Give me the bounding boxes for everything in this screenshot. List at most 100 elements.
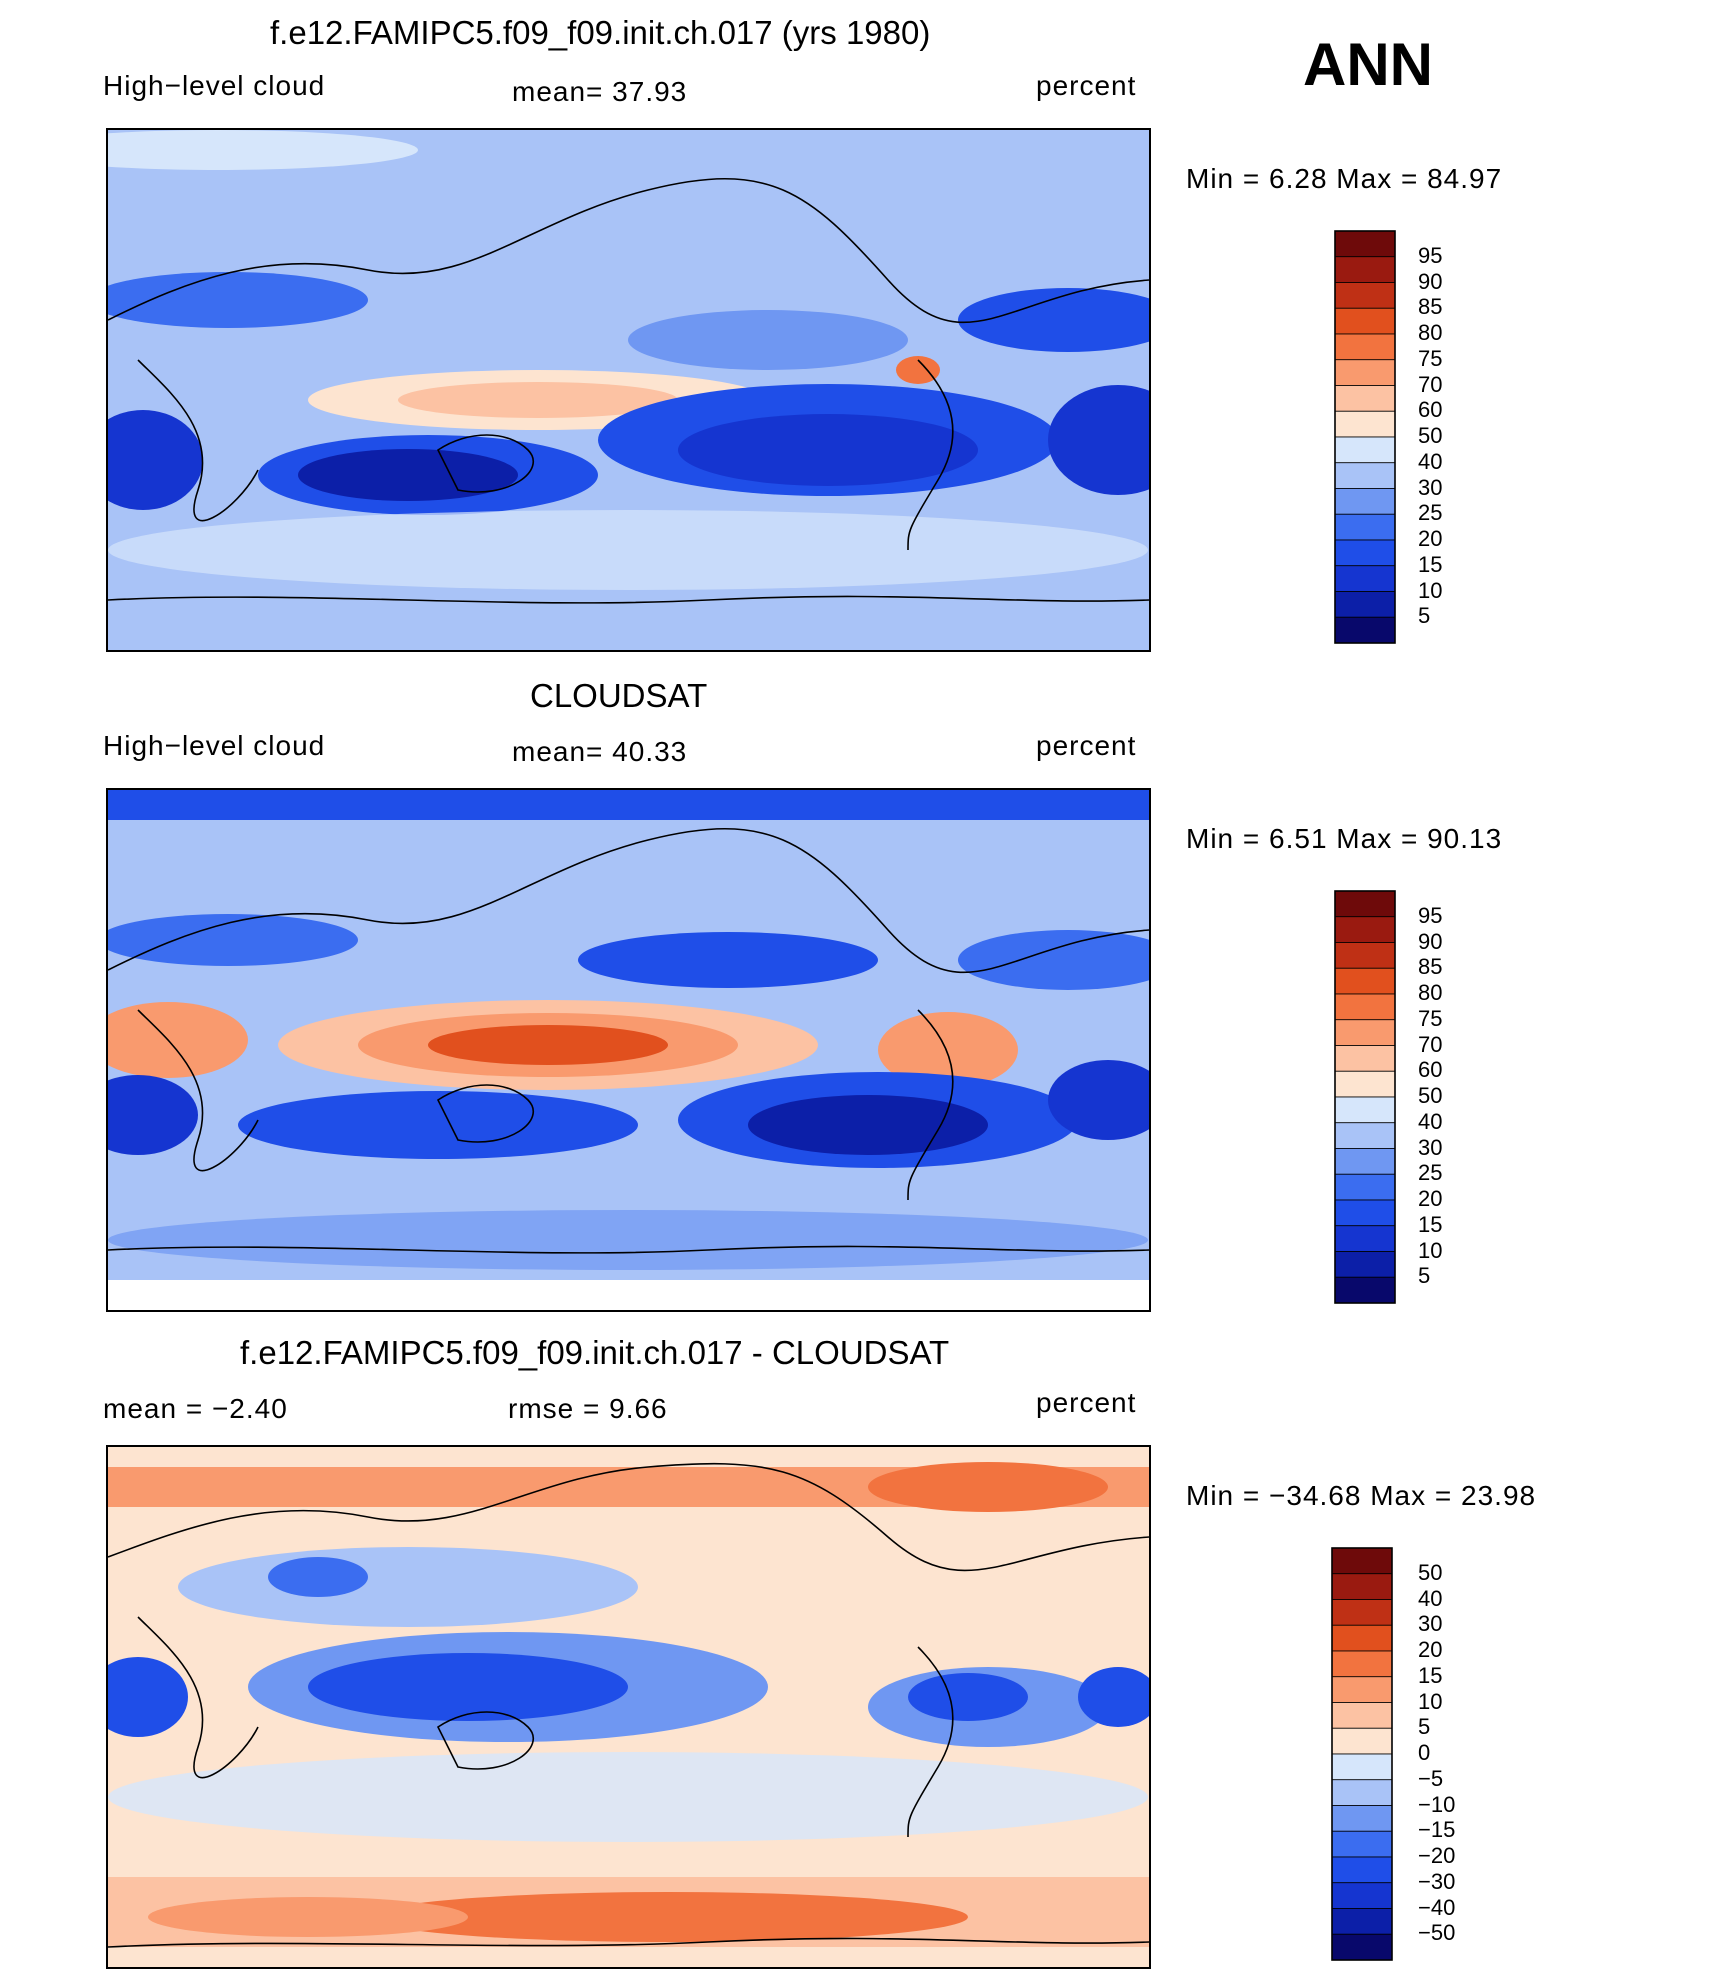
colorbar-swatch [1334, 1070, 1396, 1098]
colorbar-swatch [1334, 1019, 1396, 1046]
contour-blob [108, 1075, 198, 1155]
colorbar-tick-label: 85 [1418, 294, 1443, 320]
panel-2-map-svg [108, 790, 1149, 1310]
panel-3-title: f.e12.FAMIPC5.f09_f09.init.ch.017 - CLOU… [240, 1334, 950, 1371]
contour-blob [178, 1547, 638, 1627]
coastline [436, 1711, 535, 1770]
colorbar-tick-label: −10 [1418, 1791, 1456, 1817]
colorbar-tick-label: 75 [1418, 345, 1443, 371]
contour-blob [148, 1897, 468, 1937]
contour-blob [238, 1091, 638, 1159]
colorbar-swatch [1334, 942, 1396, 969]
colorbar-swatch [1334, 462, 1396, 489]
panel-1-mean-label: mean= 37.93 [512, 76, 688, 107]
colorbar-swatch [1334, 1276, 1396, 1304]
colorbar-swatch [1334, 1122, 1396, 1149]
contour-blob [108, 510, 1148, 590]
coastline [907, 1009, 954, 1201]
panel-3-mean-label: mean = −2.40 [103, 1393, 288, 1424]
panel-1-units-label: percent [1036, 70, 1137, 101]
contour-blob [108, 1210, 1148, 1270]
coastline [436, 1084, 535, 1143]
colorbar-swatch [1334, 1199, 1396, 1227]
colorbar-tick-label: 60 [1418, 1057, 1443, 1083]
colorbar-tick-label: −30 [1418, 1868, 1456, 1894]
contour-blob [868, 1462, 1108, 1512]
colorbar-tick-label: 95 [1418, 902, 1443, 928]
colorbar-swatch [1334, 993, 1396, 1021]
colorbar-swatch [1331, 1547, 1393, 1575]
contour-blob [268, 1557, 368, 1597]
contour-blob [108, 130, 418, 170]
colorbar-swatch [1331, 1753, 1393, 1781]
panel-3-colorbar-svg [1331, 1547, 1393, 1961]
colorbar-swatch [1331, 1702, 1393, 1729]
contour-blob [678, 414, 978, 486]
colorbar-tick-label: 20 [1418, 1637, 1443, 1662]
colorbar-swatch [1334, 333, 1396, 361]
colorbar-swatch [1334, 1045, 1396, 1072]
panel-1-title: f.e12.FAMIPC5.f09_f09.init.ch.017 (yrs 1… [270, 14, 931, 51]
panel-3-map [106, 1445, 1151, 1969]
coastline [137, 1009, 259, 1172]
colorbar-tick-label: 5 [1418, 1263, 1431, 1289]
colorbar-tick-label: 40 [1418, 1585, 1443, 1611]
contour-blob [878, 1012, 1018, 1088]
colorbar-tick-label: 85 [1418, 954, 1443, 980]
coastline [108, 595, 1149, 604]
colorbar-tick-label: 15 [1418, 1211, 1443, 1237]
panel-2-map [106, 788, 1151, 1312]
colorbar-swatch [1334, 513, 1396, 541]
colorbar-swatch [1334, 967, 1396, 995]
colorbar-swatch [1334, 916, 1396, 943]
colorbar-tick-label: 30 [1418, 1134, 1443, 1160]
colorbar-tick-label: 50 [1418, 423, 1443, 448]
contour-blob [748, 1095, 988, 1155]
coastline [108, 178, 1149, 324]
colorbar-tick-label: 90 [1418, 268, 1443, 294]
colorbar-tick-label: 20 [1418, 526, 1443, 551]
colorbar-frame [1334, 890, 1396, 1304]
contour-blob [308, 1653, 628, 1721]
colorbar-swatch [1334, 385, 1396, 412]
coastline [108, 828, 1149, 974]
panel-3-units-label: percent [1036, 1387, 1137, 1418]
colorbar-tick-label: 15 [1418, 1662, 1443, 1688]
colorbar-swatch [1334, 539, 1396, 567]
colorbar-tick-label: 25 [1418, 1160, 1443, 1186]
panel-2-colorbar [1334, 890, 1398, 1309]
colorbar-swatch [1334, 890, 1396, 918]
contour-blob [628, 310, 908, 370]
contour-blob [958, 930, 1149, 990]
colorbar-tick-label: 40 [1418, 448, 1443, 474]
colorbar-tick-label: 70 [1418, 1031, 1443, 1057]
contour-blob [108, 790, 1149, 820]
colorbar-tick-label: −5 [1418, 1765, 1444, 1791]
panel-2-left-label: High−level cloud [103, 730, 326, 761]
panel-1-colorbar [1334, 230, 1398, 649]
colorbar-swatch [1331, 1650, 1393, 1678]
contour-blob [108, 1752, 1148, 1842]
colorbar-swatch [1334, 307, 1396, 335]
colorbar-swatch [1331, 1599, 1393, 1626]
colorbar-swatch [1331, 1933, 1393, 1961]
coastline [907, 1646, 954, 1838]
colorbar-tick-label: 5 [1418, 603, 1431, 629]
colorbar-tick-label: 25 [1418, 500, 1443, 526]
contour-blob [1048, 1060, 1149, 1140]
colorbar-tick-label: −15 [1418, 1817, 1456, 1843]
coastline [108, 1245, 1149, 1254]
colorbar-swatch [1331, 1856, 1393, 1884]
contour-blob [896, 356, 940, 384]
panel-3-colorbar [1331, 1547, 1395, 1966]
contour-blob [108, 914, 358, 966]
colorbar-swatch [1331, 1573, 1393, 1600]
colorbar-tick-label: 10 [1418, 1688, 1443, 1714]
panel-1-left-label: High−level cloud [103, 70, 326, 101]
colorbar-swatch [1331, 1676, 1393, 1703]
coastline [137, 1616, 259, 1779]
colorbar-swatch [1331, 1805, 1393, 1832]
colorbar-swatch [1331, 1727, 1393, 1755]
colorbar-tick-label: 30 [1418, 474, 1443, 500]
colorbar-swatch [1334, 436, 1396, 464]
